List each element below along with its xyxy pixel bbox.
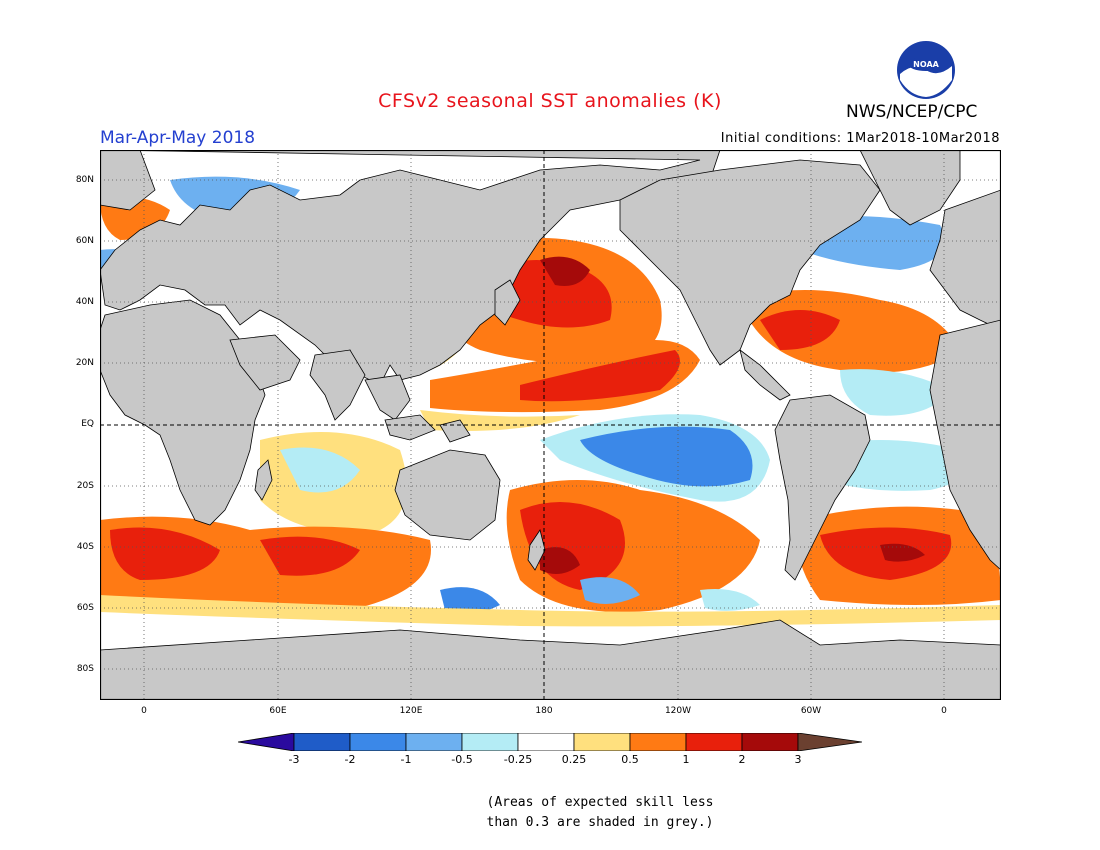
land-africa [100,299,266,526]
land-madagascar [254,459,273,501]
lat-label-eq: EQ [81,419,94,429]
colorbar-bin [405,733,463,751]
colorbar-max-arrow [797,733,862,751]
land-south-america [774,394,871,581]
colorbar [238,733,862,751]
land-europe-east-edge [929,189,1001,331]
initial-conditions-label: Initial conditions: 1Mar2018-10Mar2018 [720,131,1000,146]
noaa-logo-text: NOAA [913,60,939,69]
land-africa-east-edge [929,319,1001,571]
colorbar-bin [349,733,407,751]
land-japan [494,279,521,326]
lat-label-60s: 60S [76,603,94,613]
land-southeast-asia [364,374,411,421]
skill-note: (Areas of expected skill less than 0.3 a… [420,793,780,833]
lon-label-180: 180 [535,706,553,716]
colorbar-bin [517,733,575,751]
chart-title: CFSv2 seasonal SST anomalies (K) [378,90,722,112]
land-greenland-west [100,150,156,211]
colorbar-bin [685,733,743,751]
colorbar-label: 0.25 [561,753,587,766]
skill-note-line-2: than 0.3 are shaded in grey.) [486,815,714,830]
noaa-logo: NOAA [897,41,955,99]
colorbar-label: -1 [400,753,412,766]
colorbar-label: 0.5 [621,753,639,766]
agency-label: NWS/NCEP/CPC [846,102,978,122]
lat-label-40n: 40N [75,297,94,307]
colorbar-label: 2 [738,753,746,766]
land-australia [394,449,501,541]
lat-label-60n: 60N [75,236,94,246]
land-indonesia [384,414,436,441]
colorbar-bin [573,733,631,751]
land-arabia [229,334,301,391]
lon-label-0-west: 0 [141,706,147,716]
lon-label-120e: 120E [399,706,423,716]
land-india [309,349,366,421]
colorbar-min-arrow [238,733,295,751]
colorbar-label: -3 [288,753,300,766]
colorbar-label: -0.5 [451,753,473,766]
lon-label-120w: 120W [664,706,692,716]
colorbar-label: 1 [682,753,690,766]
skill-note-line-1: (Areas of expected skill less [486,795,714,810]
colorbar-bin [629,733,687,751]
season-label: Mar-Apr-May 2018 [100,128,256,148]
colorbar-label: 3 [794,753,802,766]
land-eurasia [100,150,721,386]
lon-label-0-east: 0 [941,706,947,716]
sst-anomaly-map [100,150,1001,700]
land-central-america [739,349,791,401]
land-antarctica [100,619,1001,700]
colorbar-label: -0.25 [503,753,533,766]
lon-label-60w: 60W [800,706,822,716]
lon-label-60e: 60E [269,706,287,716]
colorbar-bin [293,733,351,751]
colorbar-bin [461,733,519,751]
lat-label-80s: 80S [76,664,94,674]
colorbar-bin [741,733,799,751]
lat-label-20n: 20N [75,358,94,368]
land-north-america [619,159,881,366]
map-frame [100,150,1001,700]
land-masses [100,150,1001,700]
lat-label-40s: 40S [76,542,94,552]
land-greenland [859,150,961,226]
lat-label-20s: 20S [76,481,94,491]
lat-label-80n: 80N [75,175,94,185]
colorbar-label: -2 [344,753,356,766]
land-new-zealand [527,529,546,571]
